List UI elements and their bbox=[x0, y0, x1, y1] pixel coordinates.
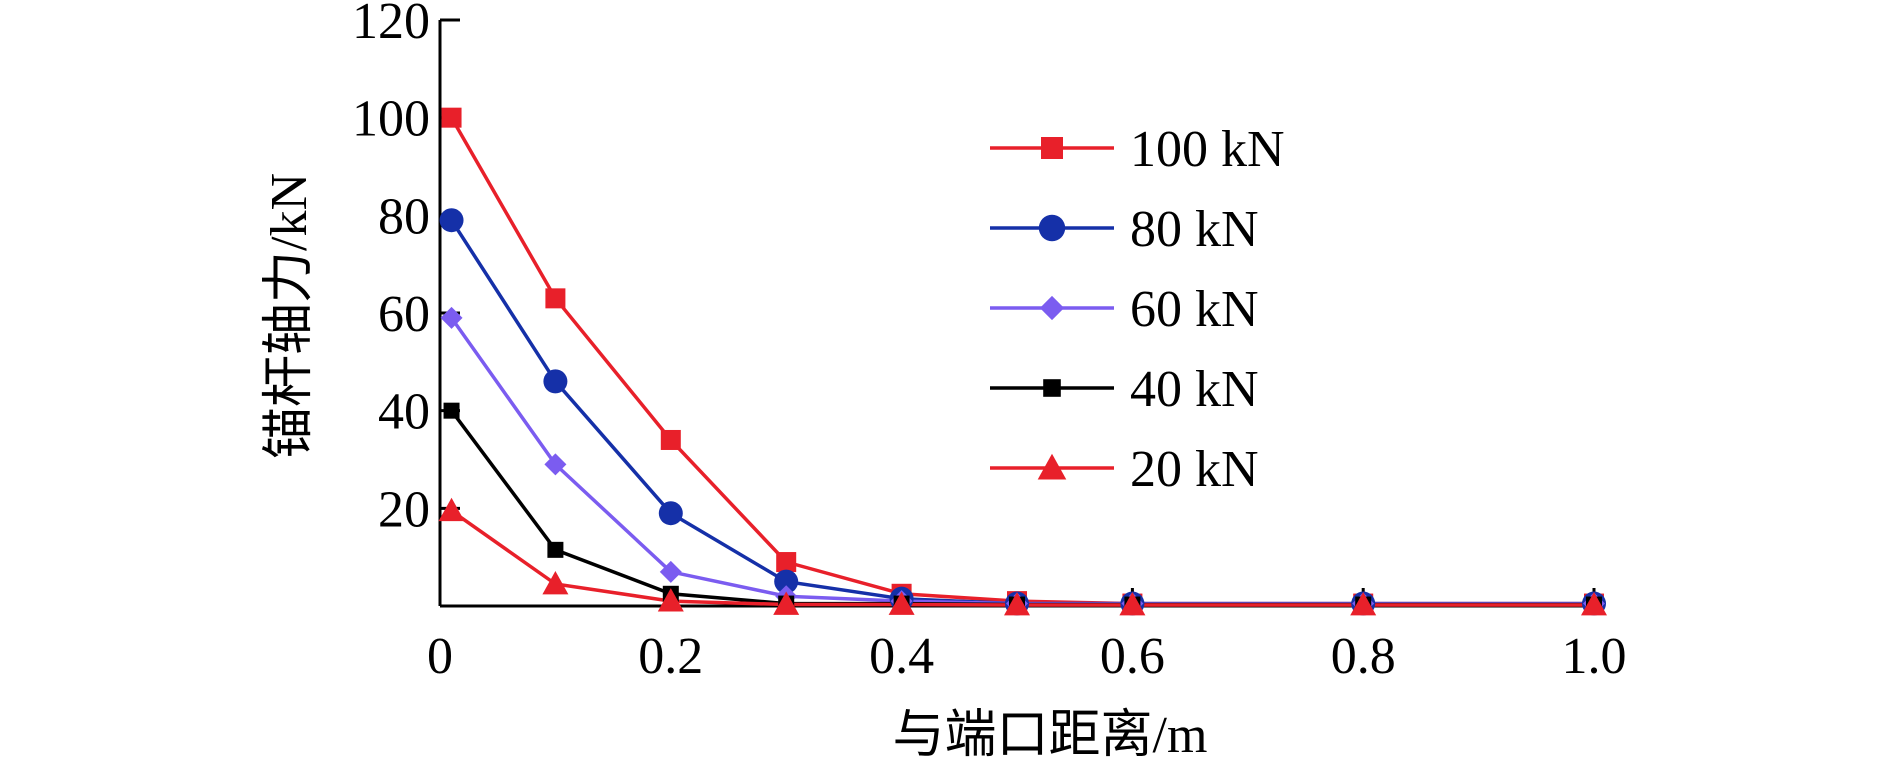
data-point bbox=[659, 560, 682, 583]
y-tick-label: 100 bbox=[352, 91, 430, 148]
x-tick-label: 1.0 bbox=[1562, 628, 1627, 685]
series-markers bbox=[438, 107, 1607, 616]
series-line-0 bbox=[449, 116, 1594, 606]
data-point bbox=[443, 402, 460, 419]
data-point bbox=[1581, 592, 1607, 616]
legend-marker bbox=[1043, 379, 1061, 397]
data-point bbox=[888, 591, 915, 615]
y-tick-label: 40 bbox=[378, 384, 430, 441]
data-point bbox=[441, 107, 462, 128]
legend: 100 kN 80 kN 60 kN 40 kN 20 kN bbox=[990, 121, 1285, 498]
y-tick-label: 120 bbox=[352, 0, 430, 50]
series-line-1 bbox=[450, 219, 1594, 606]
x-tick-label: 0 bbox=[427, 628, 453, 685]
x-tick-label: 0.4 bbox=[869, 628, 934, 685]
y-tick-label: 60 bbox=[378, 286, 430, 343]
legend-label: 40 kN bbox=[1130, 361, 1259, 418]
legend-label: 80 kN bbox=[1130, 201, 1259, 258]
data-point bbox=[660, 429, 681, 450]
data-point bbox=[543, 369, 568, 394]
data-point bbox=[439, 208, 464, 233]
legend-label: 100 kN bbox=[1130, 121, 1285, 178]
legend-label: 60 kN bbox=[1130, 281, 1259, 338]
data-point bbox=[658, 501, 683, 526]
data-point bbox=[438, 497, 465, 522]
ticks: 0 0.2 0.4 0.6 0.8 1.0 20 40 60 80 100 120 bbox=[352, 0, 1627, 685]
legend-marker bbox=[1037, 453, 1067, 480]
legend-label: 20 kN bbox=[1130, 441, 1259, 498]
data-point bbox=[542, 571, 569, 595]
y-axis-title: 锚杆轴力/kN bbox=[261, 173, 318, 459]
data-point bbox=[1004, 592, 1030, 616]
x-axis-title: 与端口距离/m bbox=[893, 707, 1208, 762]
data-point bbox=[657, 588, 684, 612]
series-line-3 bbox=[450, 409, 1594, 607]
data-point bbox=[440, 306, 463, 329]
y-tick-label: 80 bbox=[378, 188, 430, 245]
data-point bbox=[774, 569, 799, 594]
x-tick-label: 0.2 bbox=[638, 628, 703, 685]
data-point bbox=[1350, 592, 1377, 616]
data-point bbox=[547, 541, 564, 558]
legend-marker bbox=[1041, 137, 1063, 159]
data-point bbox=[776, 552, 797, 573]
data-point bbox=[1119, 592, 1146, 616]
y-tick-label: 20 bbox=[378, 481, 430, 538]
x-tick-label: 0.6 bbox=[1100, 628, 1165, 685]
legend-marker bbox=[1039, 295, 1065, 321]
x-tick-label: 0.8 bbox=[1331, 628, 1396, 685]
legend-marker bbox=[1038, 214, 1066, 242]
data-point bbox=[773, 591, 800, 615]
data-point bbox=[544, 453, 567, 476]
data-point bbox=[545, 288, 566, 309]
series-lines bbox=[449, 116, 1594, 607]
